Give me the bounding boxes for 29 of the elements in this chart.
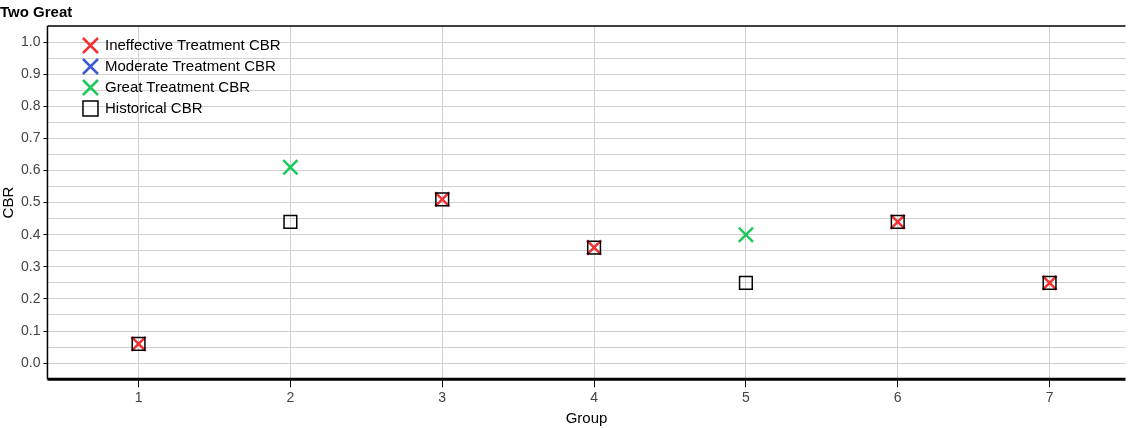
x-tick-label: 5 bbox=[742, 389, 751, 406]
y-axis-title: CBR bbox=[0, 186, 17, 219]
point bbox=[282, 158, 299, 176]
point bbox=[737, 226, 755, 244]
y-tick-label: 0.7 bbox=[20, 129, 41, 146]
chart-title: Two Great bbox=[0, 3, 73, 21]
y-tick-label: 0.6 bbox=[20, 161, 41, 178]
x-tick-label: 6 bbox=[893, 389, 902, 406]
y-tick-label: 0.4 bbox=[20, 225, 41, 242]
x-tick-label: 3 bbox=[438, 389, 447, 406]
legend-label: Great Treatment CBR bbox=[104, 77, 251, 95]
x-tick-label: 7 bbox=[1045, 389, 1054, 406]
y-tick-label: 0.1 bbox=[20, 321, 41, 338]
legend-label: Moderate Treatment CBR bbox=[104, 56, 277, 74]
legend-label: Historical CBR bbox=[104, 98, 203, 116]
point bbox=[283, 214, 298, 229]
x-tick-label: 4 bbox=[590, 389, 599, 406]
x-axis-title: Group bbox=[565, 409, 608, 427]
x-tick-label: 2 bbox=[286, 389, 295, 406]
y-tick-label: 0.9 bbox=[20, 65, 41, 82]
x-tick-label: 1 bbox=[134, 389, 143, 406]
legend-label: Ineffective Treatment CBR bbox=[104, 35, 281, 53]
y-tick-label: 1.0 bbox=[20, 32, 41, 49]
y-tick-label: 0.8 bbox=[20, 97, 41, 114]
y-tick-label: 0.3 bbox=[20, 257, 41, 274]
y-tick-label: 0.0 bbox=[20, 354, 41, 370]
point bbox=[738, 275, 754, 290]
y-tick-label: 0.5 bbox=[20, 193, 41, 210]
y-tick-label: 0.2 bbox=[20, 289, 41, 306]
